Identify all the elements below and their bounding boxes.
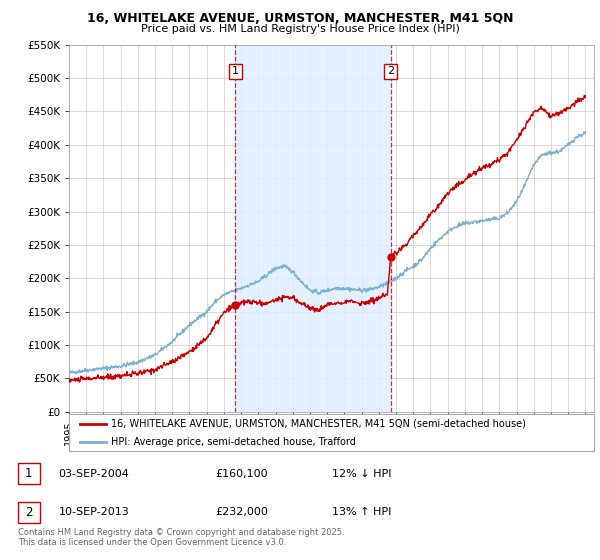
Text: Price paid vs. HM Land Registry's House Price Index (HPI): Price paid vs. HM Land Registry's House …: [140, 24, 460, 34]
Text: 10-SEP-2013: 10-SEP-2013: [59, 507, 130, 517]
Text: 03-SEP-2004: 03-SEP-2004: [59, 469, 130, 479]
Text: 12% ↓ HPI: 12% ↓ HPI: [332, 469, 392, 479]
Text: 16, WHITELAKE AVENUE, URMSTON, MANCHESTER, M41 5QN (semi-detached house): 16, WHITELAKE AVENUE, URMSTON, MANCHESTE…: [111, 418, 526, 428]
Text: 13% ↑ HPI: 13% ↑ HPI: [332, 507, 391, 517]
FancyBboxPatch shape: [18, 464, 40, 484]
Text: 16, WHITELAKE AVENUE, URMSTON, MANCHESTER, M41 5QN: 16, WHITELAKE AVENUE, URMSTON, MANCHESTE…: [87, 12, 513, 25]
Text: 2: 2: [25, 506, 32, 519]
Text: 2: 2: [387, 67, 394, 77]
Text: Contains HM Land Registry data © Crown copyright and database right 2025.
This d: Contains HM Land Registry data © Crown c…: [18, 528, 344, 548]
FancyBboxPatch shape: [69, 414, 594, 451]
Text: 1: 1: [25, 468, 32, 480]
Text: £232,000: £232,000: [216, 507, 269, 517]
Bar: [235, 45, 391, 412]
Text: £160,100: £160,100: [216, 469, 268, 479]
FancyBboxPatch shape: [18, 502, 40, 523]
Text: HPI: Average price, semi-detached house, Trafford: HPI: Average price, semi-detached house,…: [111, 437, 356, 447]
Text: 1: 1: [232, 67, 239, 77]
